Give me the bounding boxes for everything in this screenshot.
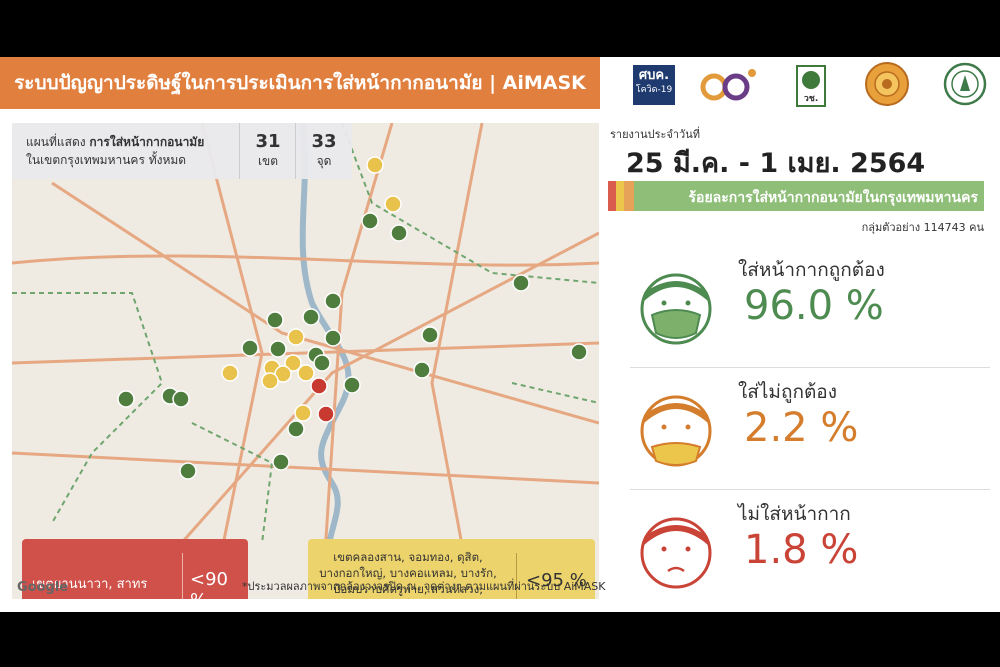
district-count: 31	[255, 131, 281, 152]
bangkok-map[interactable]: แผนที่แสดง การใส่หน้ากากอนามัย ในเขตกรุง…	[12, 123, 599, 599]
stat-no-mask-value: 1.8 %	[744, 527, 859, 573]
point-unit: จุด	[316, 154, 332, 168]
map-marker-green[interactable]	[570, 343, 588, 361]
map-marker-red[interactable]	[317, 405, 335, 423]
district-unit: เขต	[257, 154, 279, 168]
map-marker-green[interactable]	[512, 274, 530, 292]
sbk-logo-text: ศบค.	[638, 68, 670, 83]
sbk-logo: ศบค. โควิด-19	[633, 65, 675, 105]
dashboard-panel: ระบบปัญญาประดิษฐ์ในการประเมินการใส่หน้าก…	[0, 57, 1000, 612]
stat-incorrect-label: ใส่ไม่ถูกต้อง	[738, 381, 837, 403]
map-marker-green[interactable]	[361, 212, 379, 230]
map-marker-yellow[interactable]	[221, 364, 239, 382]
map-marker-red[interactable]	[310, 377, 328, 395]
report-date: 25 มี.ค. - 1 เมย. 2564	[626, 148, 926, 179]
map-marker-green[interactable]	[179, 462, 197, 480]
legend-yellow: เขตคลองสาน, จอมทอง, ดุสิต, บางกอกใหญ่, บ…	[308, 539, 595, 599]
legend-yellow-districts: เขตคลองสาน, จอมทอง, ดุสิต, บางกอกใหญ่, บ…	[319, 550, 497, 599]
legend-yellow-threshold: <95 %	[526, 570, 587, 591]
stat-incorrect-value: 2.2 %	[744, 405, 859, 451]
map-info-highlight: การใส่หน้ากากอนามัย	[89, 135, 205, 149]
ministry-logo	[700, 69, 756, 101]
map-marker-yellow[interactable]	[294, 404, 312, 422]
map-marker-green[interactable]	[117, 390, 135, 408]
report-bar-title: ร้อยละการใส่หน้ากากอนามัยในกรุงเทพมหานคร	[688, 190, 978, 206]
sbk-logo-subtext: โควิด-19	[635, 85, 673, 95]
nrct-logo-text: วช.	[803, 94, 819, 104]
map-marker-yellow[interactable]	[284, 354, 302, 372]
face-mask-incorrect-icon	[640, 395, 712, 467]
map-marker-green[interactable]	[302, 308, 320, 326]
map-background	[12, 123, 599, 599]
map-markers	[117, 156, 588, 480]
stat-correct: ใส่หน้ากากถูกต้อง 96.0 %	[600, 255, 1000, 365]
google-watermark: Google	[17, 580, 69, 595]
map-marker-green[interactable]	[324, 329, 342, 347]
map-marker-green[interactable]	[272, 453, 290, 471]
partner-logos: ศบค. โควิด-19 วช.	[600, 57, 1000, 115]
map-info-prefix: แผนที่แสดง	[26, 135, 90, 149]
map-marker-green[interactable]	[287, 420, 305, 438]
map-marker-yellow[interactable]	[366, 156, 384, 174]
map-info-box: แผนที่แสดง การใส่หน้ากากอนามัย ในเขตกรุง…	[12, 123, 239, 179]
map-marker-green[interactable]	[241, 339, 259, 357]
map-marker-green[interactable]	[172, 390, 190, 408]
map-marker-green[interactable]	[421, 326, 439, 344]
map-marker-yellow[interactable]	[287, 328, 305, 346]
map-footnote: *ประมวลผลภาพจากกล้องวงจรปิด ณ. จุดต่างๆ …	[242, 580, 606, 593]
map-marker-green[interactable]	[343, 376, 361, 394]
bangkok-seal-logo	[943, 62, 987, 106]
report-panel: รายงานประจำวันที่ 25 มี.ค. - 1 เมย. 2564…	[600, 115, 1000, 612]
stat-no-mask: ไม่ใส่หน้ากาก 1.8 %	[600, 499, 1000, 609]
map-marker-green[interactable]	[413, 361, 431, 379]
face-mask-correct-icon	[640, 273, 712, 345]
report-label: รายงานประจำวันที่	[610, 128, 700, 141]
sample-size: กลุ่มตัวอย่าง 114743 คน	[861, 221, 984, 234]
map-marker-green[interactable]	[390, 224, 408, 242]
map-marker-yellow[interactable]	[261, 372, 279, 390]
nrct-logo: วช.	[796, 65, 826, 107]
legend-red-districts: เขตยานนาวา, สาทร	[32, 577, 148, 592]
stat-correct-value: 96.0 %	[744, 283, 884, 329]
district-count-box: 31 เขต	[239, 123, 296, 179]
page-title: ระบบปัญญาประดิษฐ์ในการประเมินการใส่หน้าก…	[0, 57, 600, 109]
report-bar: ร้อยละการใส่หน้ากากอนามัยในกรุงเทพมหานคร	[608, 181, 984, 211]
stat-correct-label: ใส่หน้ากากถูกต้อง	[738, 259, 885, 281]
map-marker-green[interactable]	[269, 340, 287, 358]
legend-red-threshold: <90 %	[190, 569, 228, 599]
map-marker-green[interactable]	[313, 354, 331, 372]
map-marker-yellow[interactable]	[297, 364, 315, 382]
face-no-mask-icon	[640, 517, 712, 589]
stat-no-mask-label: ไม่ใส่หน้ากาก	[738, 503, 851, 525]
map-marker-yellow[interactable]	[384, 195, 402, 213]
point-count: 33	[311, 131, 337, 152]
map-marker-green[interactable]	[266, 311, 284, 329]
university-seal-logo	[865, 62, 909, 106]
legend-red: เขตยานนาวา, สาทร <90 %	[22, 539, 248, 599]
map-marker-green[interactable]	[324, 292, 342, 310]
map-info-line2: ในเขตกรุงเทพมหานคร ทั้งหมด	[26, 153, 187, 167]
point-count-box: 33 จุด	[295, 123, 352, 179]
stat-incorrect: ใส่ไม่ถูกต้อง 2.2 %	[600, 377, 1000, 487]
